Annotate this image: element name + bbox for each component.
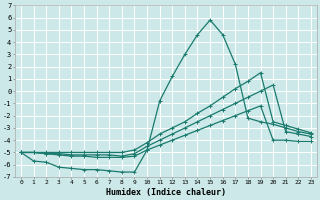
- X-axis label: Humidex (Indice chaleur): Humidex (Indice chaleur): [106, 188, 226, 197]
